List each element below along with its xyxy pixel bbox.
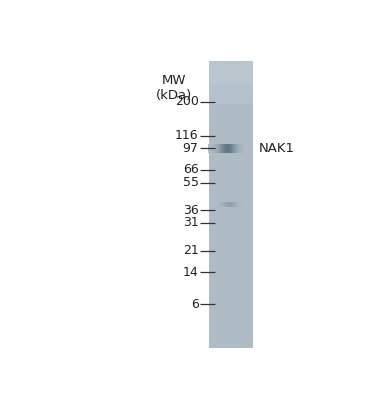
Text: 116: 116 [175,129,199,142]
Text: MW
(kDa): MW (kDa) [156,74,192,102]
Text: 31: 31 [183,216,199,229]
Text: 200: 200 [175,96,199,108]
Text: 14: 14 [183,266,199,279]
Text: 36: 36 [183,204,199,217]
Text: 97: 97 [183,142,199,154]
Text: 21: 21 [183,244,199,257]
Text: NAK1: NAK1 [258,142,294,154]
Text: 55: 55 [182,176,199,190]
Text: 66: 66 [183,163,199,176]
Text: 6: 6 [191,298,199,311]
